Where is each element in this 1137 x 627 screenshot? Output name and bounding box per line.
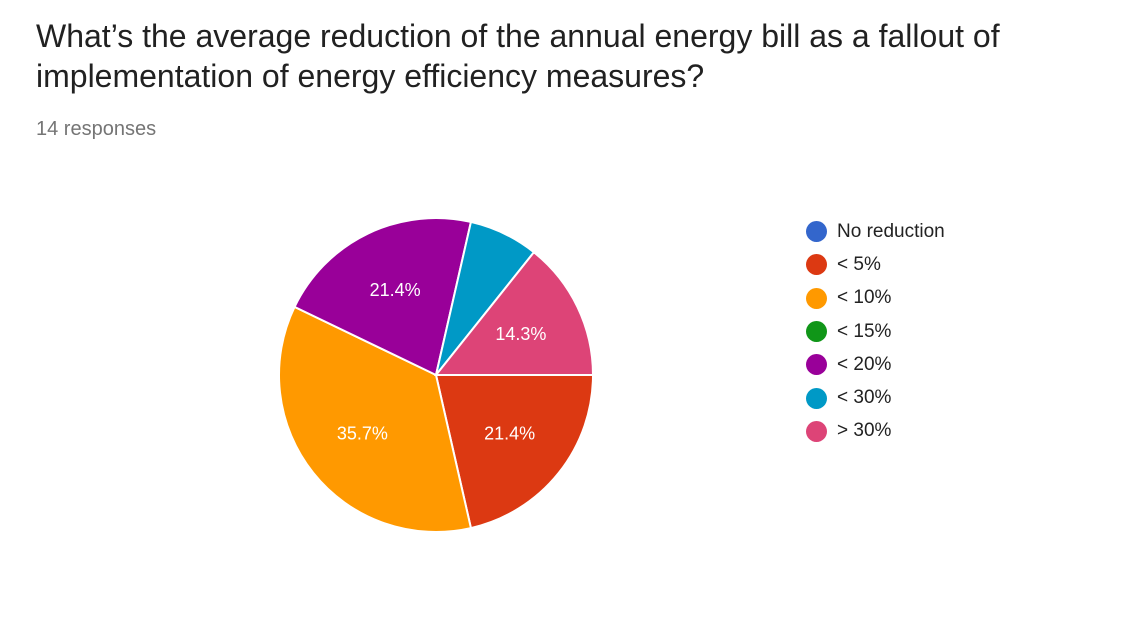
legend-swatch bbox=[806, 420, 827, 442]
response-count: 14 responses bbox=[36, 118, 157, 140]
legend-item: > 30% bbox=[806, 415, 945, 448]
legend-item: < 15% bbox=[806, 315, 945, 348]
legend-item: < 30% bbox=[806, 381, 945, 414]
pie-slice-label: 21.4% bbox=[484, 424, 535, 444]
legend-item: < 10% bbox=[806, 282, 945, 315]
pie-slice-label: 14.3% bbox=[495, 324, 546, 344]
pie-slice-4 bbox=[293, 217, 473, 377]
legend-label: < 5% bbox=[837, 253, 881, 275]
legend-swatch bbox=[806, 221, 827, 243]
pie-slice-label: 35.7% bbox=[337, 424, 388, 444]
pie-slice-6 bbox=[433, 250, 595, 376]
question-title: What’s the average reduction of the annu… bbox=[36, 18, 1000, 94]
legend-label: > 30% bbox=[837, 420, 892, 442]
legend-swatch bbox=[806, 354, 827, 376]
legend-swatch bbox=[806, 321, 827, 343]
legend-label: < 15% bbox=[837, 320, 892, 342]
legend-label: < 20% bbox=[837, 353, 892, 375]
legend-item: < 20% bbox=[806, 348, 945, 381]
legend-label: < 30% bbox=[837, 387, 892, 409]
pie-slice-label: 21.4% bbox=[370, 280, 421, 300]
legend-item: < 5% bbox=[806, 248, 945, 281]
legend: No reduction < 5% < 10% < 15% < 20% < 30% > 30… bbox=[806, 215, 945, 448]
legend-label: < 10% bbox=[837, 287, 892, 309]
legend-item: No reduction bbox=[806, 215, 945, 248]
pie-slice-2 bbox=[278, 305, 473, 533]
legend-swatch bbox=[806, 254, 827, 276]
legend-label: No reduction bbox=[837, 220, 945, 242]
legend-swatch bbox=[806, 287, 827, 309]
legend-swatch bbox=[806, 387, 827, 409]
pie-slice-1 bbox=[434, 374, 595, 530]
